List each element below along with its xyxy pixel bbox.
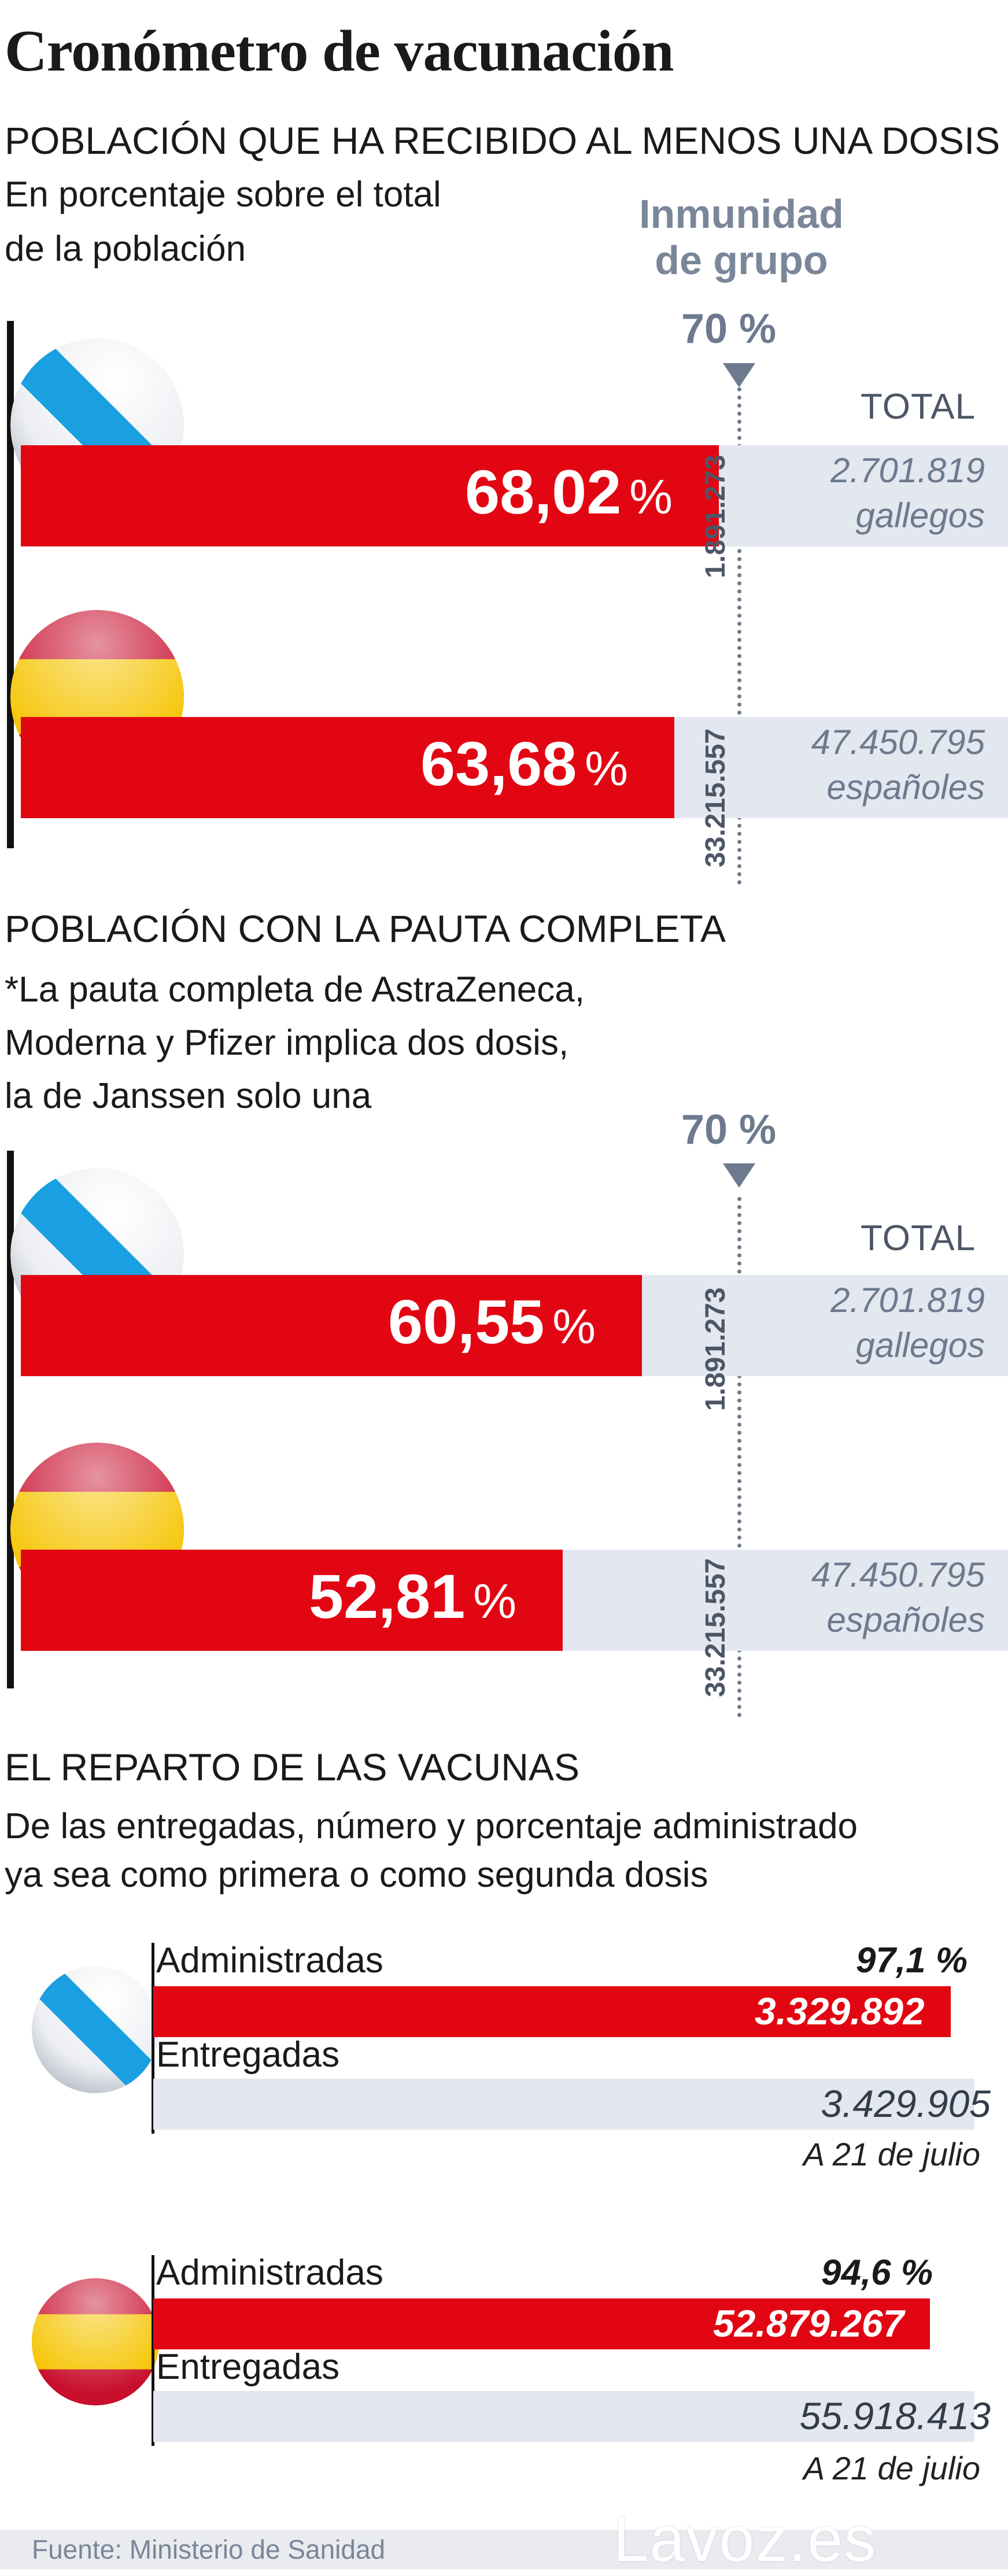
threshold-line-1 [737,387,741,885]
percent-sign: % [552,1299,596,1354]
total-value: 47.450.795 [811,1555,985,1594]
threshold-label-2: 70 % [681,1107,777,1153]
spain-flag-icon [32,2278,159,2405]
bar-administered-spain [153,2298,930,2349]
percent-sign: % [629,470,673,524]
threshold-arrow-icon [723,1163,755,1188]
brand-logo: Lavoz.es [613,2504,877,2575]
bar-delivered-spain [153,2391,974,2442]
delivered-value-spain: 55.918.413 [799,2394,991,2437]
total-header-1: TOTAL [861,387,976,427]
total-galicia-2: 2.701.819 gallegos [742,1278,985,1368]
percent-sign: % [473,1574,516,1628]
vaccine-axis [152,2255,154,2446]
total-unit: gallegos [855,1326,985,1365]
bar-spain-full [21,1550,563,1651]
section3-subtitle-line1: De las entregadas, número y porcentaje a… [5,1806,858,1846]
delivered-label: Entregadas [156,2347,340,2387]
bar-value: 63,68 [420,729,577,799]
threshold-arrow-icon [723,363,755,387]
section2-note-line1: *La pauta completa de AstraZeneca, [5,970,585,1010]
section2-note-line3: la de Janssen solo una [5,1076,372,1116]
bar-administered-galicia [153,1986,951,2037]
administered-value-spain: 52.879.267 [713,2302,904,2345]
threshold-label-1: 70 % [681,306,777,352]
percent-sign: % [585,741,628,796]
administered-percent-spain: 94,6 % [821,2253,933,2293]
date-galicia: A 21 de julio [803,2136,980,2172]
administered-label: Administradas [156,2253,383,2293]
total-value: 2.701.819 [830,451,985,490]
section1-subtitle-line1: En porcentaje sobre el total [5,175,441,215]
threshold-people-galicia: 1.891.273 [700,454,731,578]
herd-immunity-line2: de grupo [655,238,828,283]
administered-percent-galicia: 97,1 % [855,1941,968,1980]
bar-value: 52,81 [309,1561,466,1631]
bar-label-galicia-full: 60,55% [388,1291,596,1353]
section2-heading: POBLACIÓN CON LA PAUTA COMPLETA [5,907,726,950]
source-text: Fuente: Ministerio de Sanidad [32,2534,386,2564]
total-value: 47.450.795 [811,723,985,762]
bar-value: 68,02 [465,457,622,527]
section1-heading: POBLACIÓN QUE HA RECIBIDO AL MENOS UNA D… [5,119,1000,162]
total-header-2: TOTAL [861,1218,976,1258]
section2-note-line2: Moderna y Pfizer implica dos dosis, [5,1023,569,1063]
chart1-axis [7,321,14,848]
date-spain: A 21 de julio [803,2450,980,2486]
total-unit: españoles [826,768,985,807]
bar-label-spain-full: 52,81% [309,1565,516,1628]
bar-value: 60,55 [388,1287,545,1357]
total-unit: españoles [826,1601,985,1639]
total-spain: 47.450.795 españoles [707,720,985,810]
page-title: Cronómetro de vacunación [5,19,674,84]
administered-label: Administradas [156,1941,383,1980]
total-value: 2.701.819 [830,1281,985,1320]
bar-galicia-full [21,1275,642,1376]
bar-label-spain-one-dose: 63,68% [420,733,628,795]
threshold-people-galicia-2: 1.891.273 [700,1287,731,1411]
bar-label-galicia-one-dose: 68,02% [465,461,673,523]
bar-galicia-one-dose [21,445,719,546]
herd-immunity-line1: Inmunidad [639,191,844,236]
delivered-value-galicia: 3.429.905 [821,2082,991,2125]
section3-subtitle-line2: ya sea como primera o como segunda dosis [5,1855,708,1895]
bar-spain-one-dose [21,717,674,818]
section3-heading: EL REPARTO DE LAS VACUNAS [5,1746,579,1788]
total-galicia: 2.701.819 gallegos [742,448,985,538]
herd-immunity-label: Inmunidad de grupo [620,191,863,283]
vaccine-axis [152,1943,154,2134]
threshold-line-2 [737,1197,741,1717]
chart2-axis [7,1151,14,1688]
footer [0,2530,1008,2569]
section1-subtitle-line2: de la población [5,229,246,269]
total-unit: gallegos [855,496,985,535]
delivered-label: Entregadas [156,2035,340,2075]
bar-delivered-galicia [153,2079,974,2130]
galicia-flag-icon [32,1966,159,2093]
total-spain-2: 47.450.795 españoles [707,1553,985,1643]
administered-value-galicia: 3.329.892 [755,1990,925,2032]
